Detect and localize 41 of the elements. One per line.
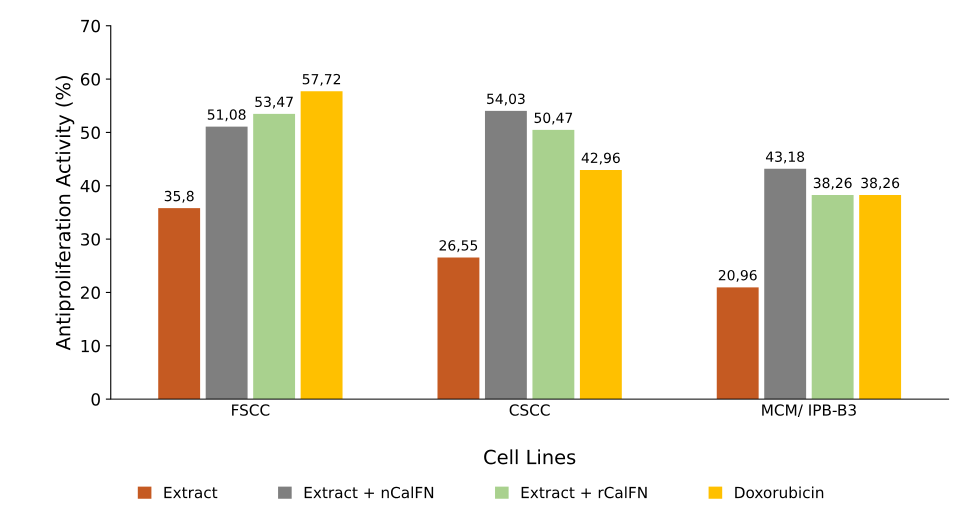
bar (206, 126, 248, 400)
legend-label: Extract + rCalFN (522, 486, 647, 498)
x-axis-title: Cell Lines (484, 449, 576, 464)
data-label: 54,03 (487, 94, 525, 106)
x-tick-label: FSCC (232, 404, 270, 416)
data-label: 42,96 (582, 152, 620, 165)
y-tick-label: 50 (81, 126, 100, 139)
bar (764, 168, 806, 400)
data-label: 51,08 (208, 109, 246, 122)
y-tick-label: 20 (81, 286, 100, 300)
y-tick-label: 30 (81, 233, 100, 246)
data-label: 26,55 (440, 240, 478, 252)
x-tick-label: MCM/ IPB-B3 (762, 404, 856, 418)
bar (253, 114, 296, 400)
y-axis-title: Antiproliferation Activity (%) (55, 76, 74, 350)
bar (300, 91, 343, 400)
y-tick-label: 40 (80, 180, 100, 192)
legend-label: Extract (164, 486, 218, 498)
y-tick-label: 70 (81, 20, 100, 32)
bar (484, 110, 527, 400)
legend-label: Extract + nCalFN (304, 486, 434, 498)
bar (158, 208, 200, 400)
x-tick-label: CSCC (510, 404, 550, 416)
legend-label: Doxorubicin (735, 486, 824, 498)
data-label: 57,72 (302, 74, 340, 86)
bar (532, 130, 574, 400)
bar (812, 195, 854, 400)
y-tick-label: 10 (82, 340, 100, 352)
data-label: 53,47 (255, 96, 293, 108)
data-label: 50,47 (534, 112, 572, 124)
data-label: 38,26 (861, 178, 900, 190)
y-tick-label: 60 (80, 73, 100, 86)
data-label: 35,8 (164, 190, 194, 203)
bar (437, 258, 480, 400)
bar (859, 195, 902, 400)
data-label: 38,26 (814, 178, 852, 190)
data-label: 20,96 (718, 270, 757, 282)
y-tick-label: 0 (92, 393, 100, 406)
data-label: 43,18 (766, 151, 804, 164)
bar (580, 170, 622, 400)
bar (716, 287, 759, 400)
